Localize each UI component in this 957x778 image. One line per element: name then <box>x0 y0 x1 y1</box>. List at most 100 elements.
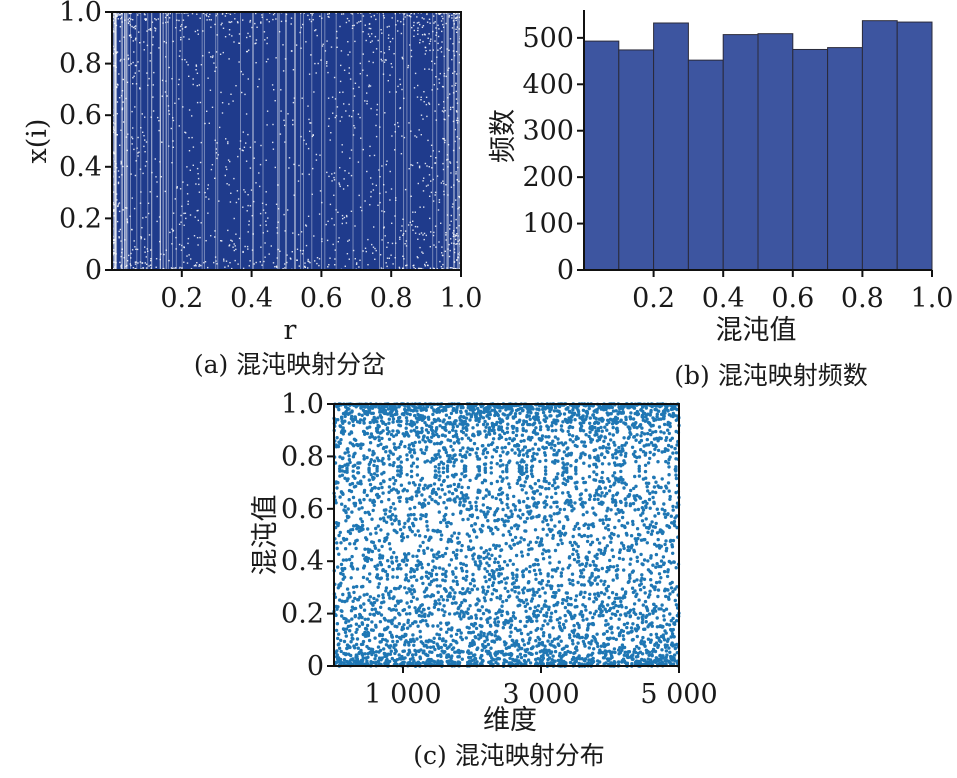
distribution-point <box>350 554 354 559</box>
bifurcation-gap-point <box>333 172 336 174</box>
distribution-point <box>348 531 353 536</box>
bifurcation-gap-point <box>455 234 457 237</box>
distribution-point <box>363 617 367 621</box>
bifurcation-gap-point <box>142 172 144 175</box>
bifurcation-gap-point <box>223 258 225 260</box>
bifurcation-gap-point <box>383 211 386 213</box>
distribution-point <box>402 525 406 529</box>
distribution-point <box>441 425 445 430</box>
bifurcation-gap-point <box>178 78 180 81</box>
bifurcation-gap-point <box>219 53 222 55</box>
distribution-point <box>532 568 537 573</box>
distribution-point <box>379 563 384 567</box>
bifurcation-gap-point <box>215 51 218 53</box>
bifurcation-gap-point <box>400 32 403 35</box>
distribution-point <box>473 653 477 657</box>
distribution-point <box>492 543 496 547</box>
bifurcation-gap-point <box>336 37 338 39</box>
distribution-point <box>521 453 526 457</box>
bifurcation-gap-point <box>375 135 378 138</box>
distribution-point <box>370 620 374 624</box>
bifurcation-gap-point <box>198 264 201 266</box>
distribution-point <box>433 469 438 473</box>
distribution-point <box>340 465 344 469</box>
distribution-point <box>541 656 546 660</box>
distribution-point <box>500 613 504 618</box>
bifurcation-gap-point <box>310 12 312 14</box>
bifurcation-gap-point <box>327 266 329 268</box>
bifurcation-gap-point <box>113 249 115 251</box>
distribution-point <box>357 616 361 620</box>
bifurcation-gap-point <box>458 147 461 149</box>
bifurcation-gap-point <box>164 91 167 93</box>
bifurcation-gap-point <box>200 64 203 66</box>
distribution-point <box>532 590 536 594</box>
distribution-point <box>460 569 465 573</box>
bifurcation-gap-point <box>424 34 426 36</box>
bifurcation-gap-point <box>247 248 249 250</box>
distribution-point <box>453 591 457 595</box>
bifurcation-gap-point <box>247 231 249 233</box>
distribution-point <box>422 549 426 553</box>
distribution-point <box>527 414 531 418</box>
distribution-point <box>391 429 395 433</box>
distribution-point <box>451 579 456 583</box>
distribution-point <box>460 485 464 489</box>
bifurcation-gap-point <box>423 238 425 241</box>
bifurcation-gap-point <box>351 25 354 27</box>
distribution-point <box>443 551 448 556</box>
distribution-point <box>414 620 418 624</box>
bifurcation-gap-point <box>339 185 341 188</box>
distribution-point <box>482 588 486 592</box>
bifurcation-gap-point <box>417 84 419 87</box>
distribution-point <box>420 610 424 614</box>
distribution-point <box>441 598 445 602</box>
distribution-point <box>490 495 495 499</box>
bifurcation-gap-point <box>413 266 415 269</box>
bifurcation-gap-point <box>364 200 366 202</box>
bifurcation-gap-point <box>384 112 386 114</box>
bifurcation-gap-point <box>449 108 452 111</box>
bifurcation-gap-point <box>383 61 386 63</box>
distribution-point <box>429 425 434 429</box>
distribution-point <box>421 618 425 623</box>
bifurcation-gap-point <box>450 238 452 240</box>
bifurcation-gap-point <box>249 205 252 207</box>
bifurcation-gap-point <box>200 264 202 267</box>
distribution-point <box>485 635 489 639</box>
distribution-point <box>367 598 371 602</box>
bifurcation-gap-point <box>374 258 376 260</box>
bifurcation-gap-point <box>411 26 413 29</box>
distribution-point <box>398 495 402 499</box>
bifurcation-gap-point <box>401 56 403 59</box>
distribution-point <box>454 488 458 492</box>
distribution-point <box>507 441 511 446</box>
distribution-point <box>337 533 341 538</box>
bifurcation-gap-point <box>368 60 370 63</box>
distribution-point <box>394 406 398 410</box>
bifurcation-gap-point <box>441 30 443 33</box>
distribution-point <box>409 588 413 592</box>
distribution-point <box>521 569 526 573</box>
distribution-point <box>538 421 542 425</box>
distribution-point <box>359 648 363 653</box>
bifurcation-gap-point <box>155 266 157 268</box>
distribution-point <box>533 528 538 532</box>
distribution-point <box>510 652 514 656</box>
distribution-point <box>415 567 419 571</box>
distribution-point <box>366 631 371 636</box>
distribution-point <box>369 558 374 562</box>
bifurcation-gap-point <box>341 116 343 118</box>
distribution-point <box>388 477 392 482</box>
distribution-point <box>402 559 406 564</box>
distribution-point <box>338 441 342 445</box>
distribution-point <box>404 576 408 580</box>
bifurcation-gap-point <box>332 112 334 114</box>
bifurcation-gap-point <box>264 242 266 244</box>
histogram-bar <box>792 48 829 271</box>
distribution-point <box>405 457 409 462</box>
bifurcation-gap-point <box>166 14 169 16</box>
bifurcation-gap-point <box>353 95 356 97</box>
bifurcation-gap-point <box>334 264 336 266</box>
distribution-point <box>420 566 424 570</box>
